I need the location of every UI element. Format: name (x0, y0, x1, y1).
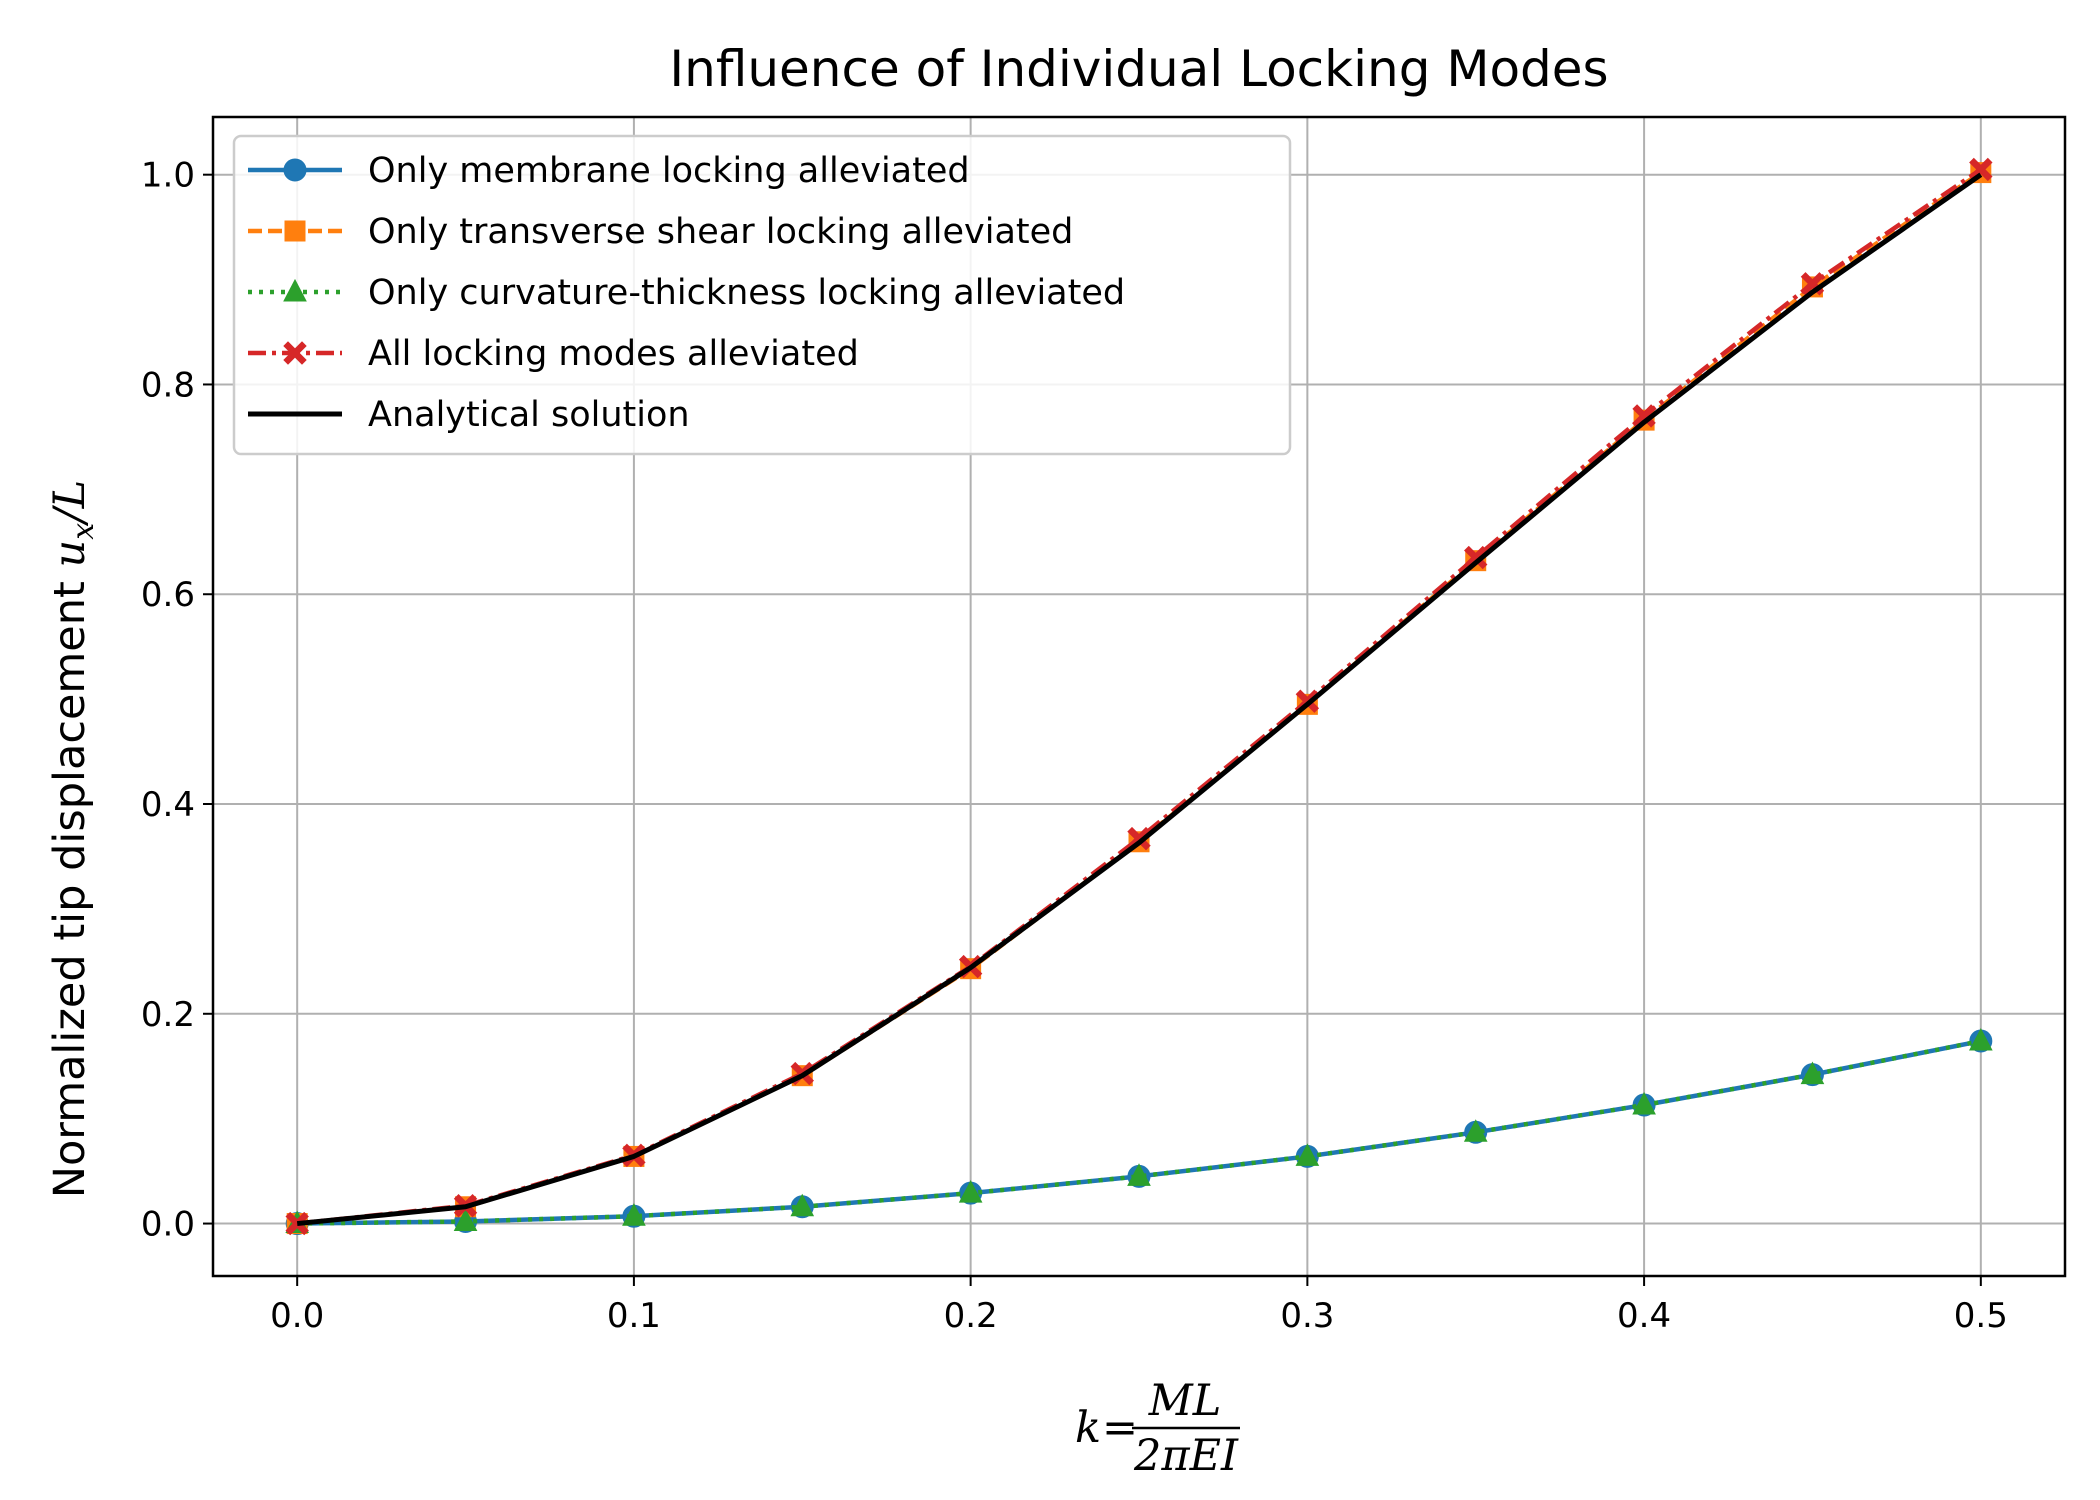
data-point-curvature (1632, 1091, 1656, 1115)
x-axis-label-denominator: 2πEI (1133, 1431, 1239, 1481)
y-tick-label: 0.0 (141, 1205, 195, 1245)
legend-item-shear: Only transverse shear locking alleviated (248, 212, 1073, 252)
data-point-curvature (790, 1193, 815, 1217)
legend-marker-all-modes (283, 341, 307, 365)
y-tick-label: 0.2 (141, 995, 195, 1035)
x-axis-label-numerator: ML (1148, 1376, 1222, 1426)
data-point-curvature (958, 1180, 983, 1203)
x-axis-ticks: 0.0 0.1 0.2 0.3 0.4 0.5 (270, 1276, 2008, 1336)
legend-item-all-modes: All locking modes alleviated (248, 334, 859, 374)
series-curvature (285, 1027, 1993, 1234)
legend-marker-membrane (283, 158, 307, 182)
legend-marker-shear (284, 220, 306, 242)
y-tick-label: 0.4 (141, 785, 195, 825)
legend-item-analytical: Analytical solution (248, 395, 690, 435)
data-point-curvature (1295, 1143, 1320, 1166)
y-axis-ticks: 0.0 0.2 0.4 0.6 0.8 1.0 (141, 156, 213, 1245)
legend-box (232, 134, 1292, 456)
x-tick-label: 0.5 (1954, 1296, 2008, 1336)
legend-item-curvature: Only curvature-thickness locking allevia… (248, 273, 1125, 313)
series-analytical (296, 172, 1983, 1227)
y-axis-label-u: u (45, 540, 95, 568)
data-point-curvature (1968, 1027, 1993, 1051)
data-point-all-modes (1632, 404, 1656, 428)
data-point-curvature (622, 1203, 646, 1226)
legend-label-curvature: Only curvature-thickness locking allevia… (368, 273, 1125, 313)
x-tick-label: 0.0 (270, 1296, 324, 1336)
legend-sample-curvature (248, 278, 342, 302)
legend-label-all-modes: All locking modes alleviated (368, 334, 859, 374)
legend-label-analytical: Analytical solution (368, 395, 690, 435)
chart-title: Influence of Individual Locking Modes (669, 40, 1608, 98)
x-axis-label-k: k (1075, 1403, 1101, 1453)
series-line-analytical (296, 172, 1983, 1227)
data-point-all-modes (1464, 545, 1488, 570)
x-axis-label: k = ML 2πEI (1075, 1376, 1240, 1481)
x-tick-label: 0.4 (1617, 1296, 1671, 1336)
y-axis-label-text: Normalized tip displacement ux/L (45, 480, 101, 1198)
x-tick-label: 0.1 (607, 1296, 661, 1336)
y-axis-label: Normalized tip displacement ux/L (45, 480, 101, 1198)
plot-area-frame (211, 115, 2067, 1278)
legend-sample-shear (248, 220, 342, 242)
legend-label-shear: Only transverse shear locking alleviated (368, 212, 1073, 252)
data-point-curvature (453, 1208, 478, 1231)
y-axis-label-over-L: /L (45, 480, 95, 527)
data-point-curvature (1127, 1163, 1151, 1186)
data-point-curvature (1800, 1061, 1825, 1085)
data-point-curvature (1463, 1119, 1488, 1142)
legend-item-membrane: Only membrane locking alleviated (248, 151, 970, 191)
data-point-all-modes (1969, 157, 1993, 182)
legend: Only membrane locking alleviated Only tr… (232, 134, 1292, 456)
series-layer (285, 157, 1993, 1236)
legend-label-membrane: Only membrane locking alleviated (368, 151, 970, 191)
legend-marker-curvature (283, 278, 307, 302)
x-tick-label: 0.3 (1280, 1296, 1334, 1336)
x-tick-label: 0.2 (944, 1296, 998, 1336)
legend-sample-all-modes (248, 341, 342, 365)
y-tick-label: 0.6 (141, 575, 195, 615)
y-tick-label: 1.0 (141, 156, 195, 196)
y-axis-label-subscript: x (66, 523, 101, 540)
series-line-curvature (297, 1038, 1982, 1226)
y-tick-label: 0.8 (141, 365, 195, 405)
legend-sample-membrane (248, 158, 342, 182)
